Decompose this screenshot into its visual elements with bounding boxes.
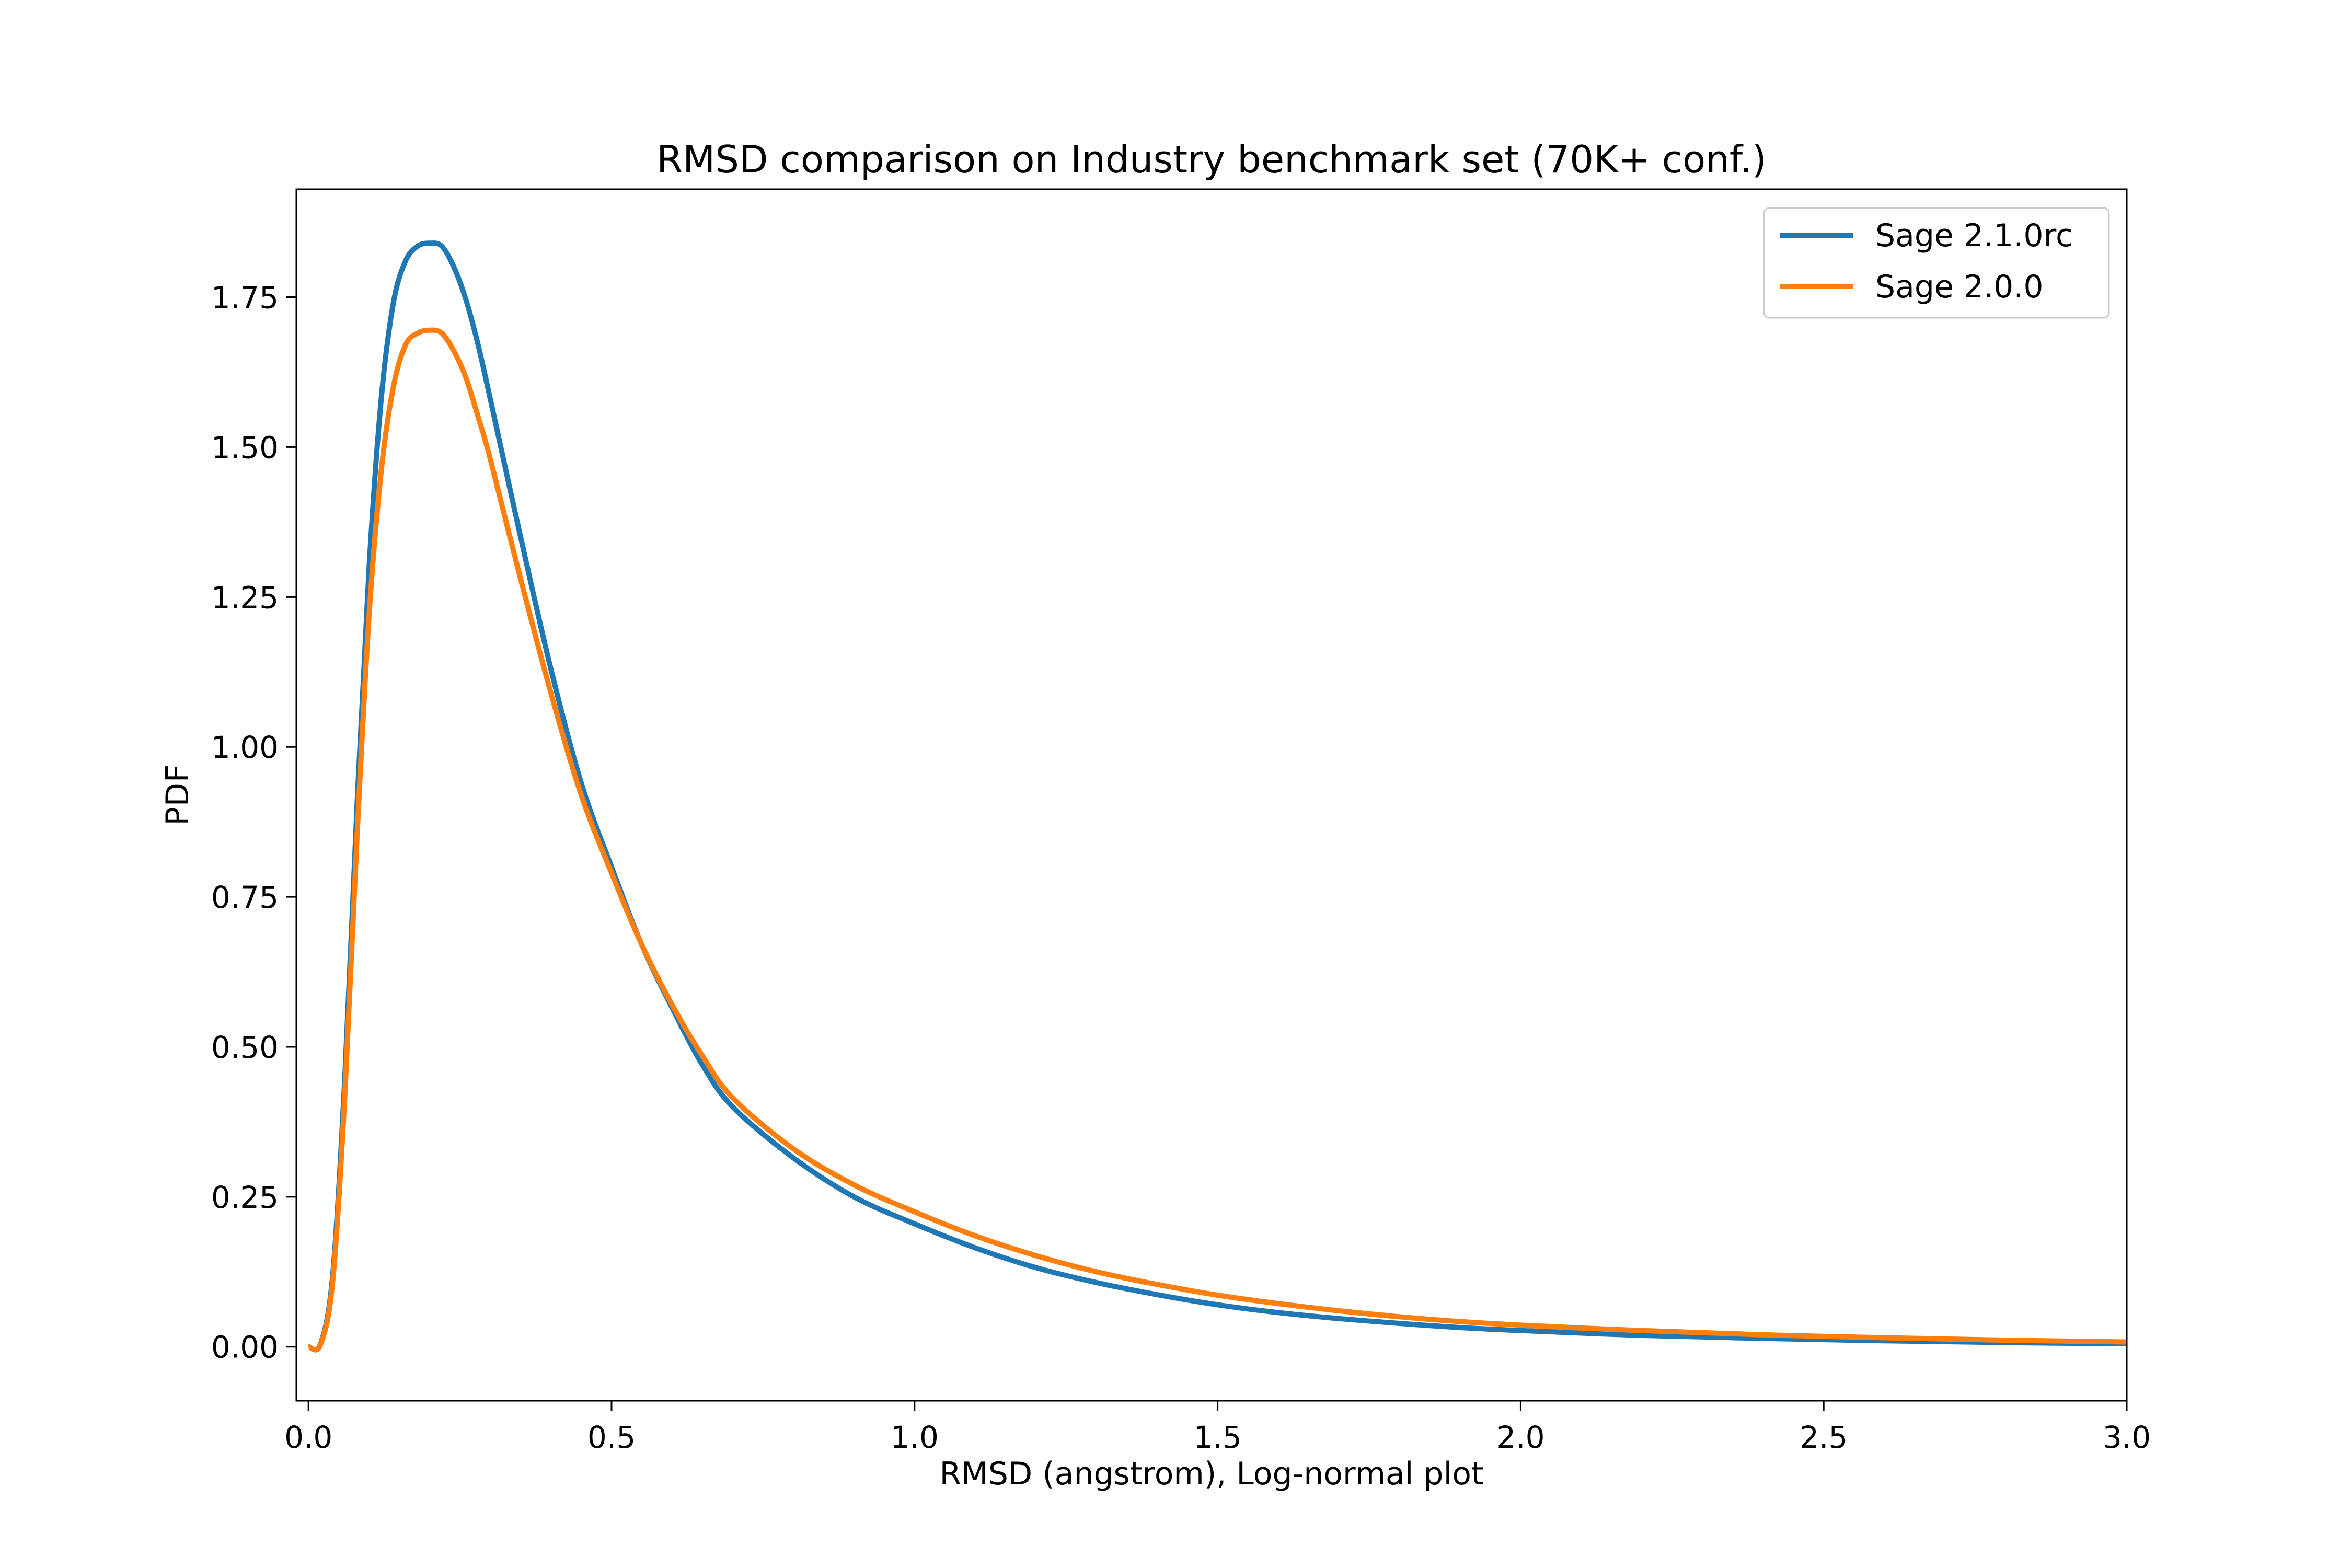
series-layer [307,240,2127,1353]
x-tick-label-0: 0.0 [284,1420,332,1455]
series-line-1 [307,327,2127,1353]
y-tick-label-5: 1.25 [211,580,279,615]
chart-title: RMSD comparison on Industry benchmark se… [656,137,1767,181]
y-tick-label-1: 0.25 [211,1180,279,1215]
x-axis-label: RMSD (angstrom), Log-normal plot [939,1456,1483,1492]
x-tick-label-3: 1.5 [1193,1420,1241,1455]
x-tick-label-4: 2.0 [1496,1420,1544,1455]
legend-label-sage-2-0-0: Sage 2.0.0 [1875,269,2044,305]
x-tick-label-5: 2.5 [1800,1420,1848,1455]
x-axis: 0.0 0.5 1.0 1.5 2.0 2.5 3.0 [284,1401,2151,1455]
legend-label-sage-2-1-0rc: Sage 2.1.0rc [1875,217,2073,254]
x-tick-label-2: 1.0 [891,1420,939,1455]
x-tick-label-1: 0.5 [587,1420,636,1455]
y-axis-label: PDF [159,765,196,826]
plot-frame [295,188,2128,1402]
y-tick-label-2: 0.50 [211,1030,279,1065]
y-tick-label-3: 0.75 [211,880,279,915]
legend: Sage 2.1.0rc Sage 2.0.0 [1763,207,2110,319]
y-axis: 0.00 0.25 0.50 0.75 1.00 1.25 1.50 1.75 [211,280,296,1365]
x-tick-label-6: 3.0 [2103,1420,2151,1455]
y-tick-label-0: 0.00 [211,1330,279,1365]
y-tick-label-6: 1.50 [211,430,279,465]
y-tick-label-4: 1.00 [211,730,279,765]
y-tick-label-7: 1.75 [211,280,279,316]
